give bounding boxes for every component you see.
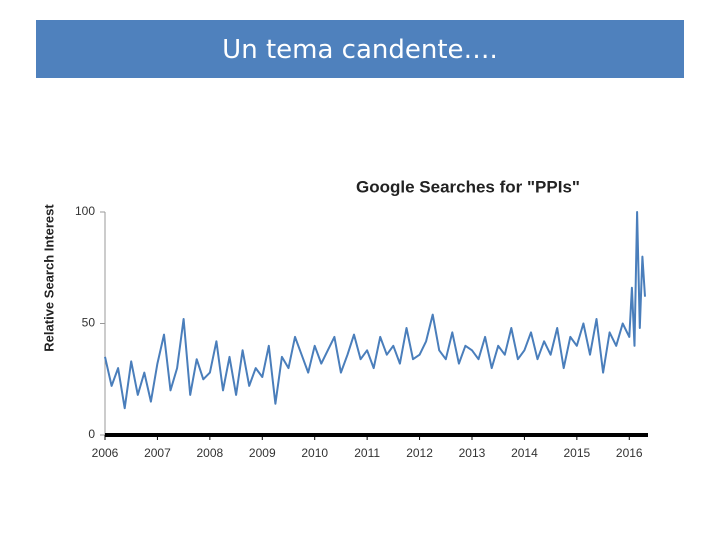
- chart-title: Google Searches for "PPIs": [356, 177, 580, 196]
- x-tick-label: 2014: [511, 446, 538, 460]
- x-tick-label: 2011: [354, 446, 380, 460]
- x-tick-label: 2010: [301, 446, 328, 460]
- x-tick-label: 2015: [563, 446, 590, 460]
- y-tick-label: 100: [75, 204, 95, 218]
- x-tick-label: 2006: [92, 446, 119, 460]
- x-tick-label: 2008: [197, 446, 224, 460]
- x-tick-label: 2009: [249, 446, 276, 460]
- x-tick-label: 2013: [459, 446, 486, 460]
- x-tick-label: 2007: [144, 446, 171, 460]
- x-tick-label: 2012: [406, 446, 433, 460]
- y-tick-label: 50: [82, 316, 96, 330]
- data-line: [104, 211, 646, 410]
- y-tick-label: 0: [88, 427, 95, 441]
- x-tick-label: 2016: [616, 446, 643, 460]
- y-axis-label: Relative Search Interest: [41, 204, 56, 352]
- slide-title: Un tema candente….: [36, 20, 684, 78]
